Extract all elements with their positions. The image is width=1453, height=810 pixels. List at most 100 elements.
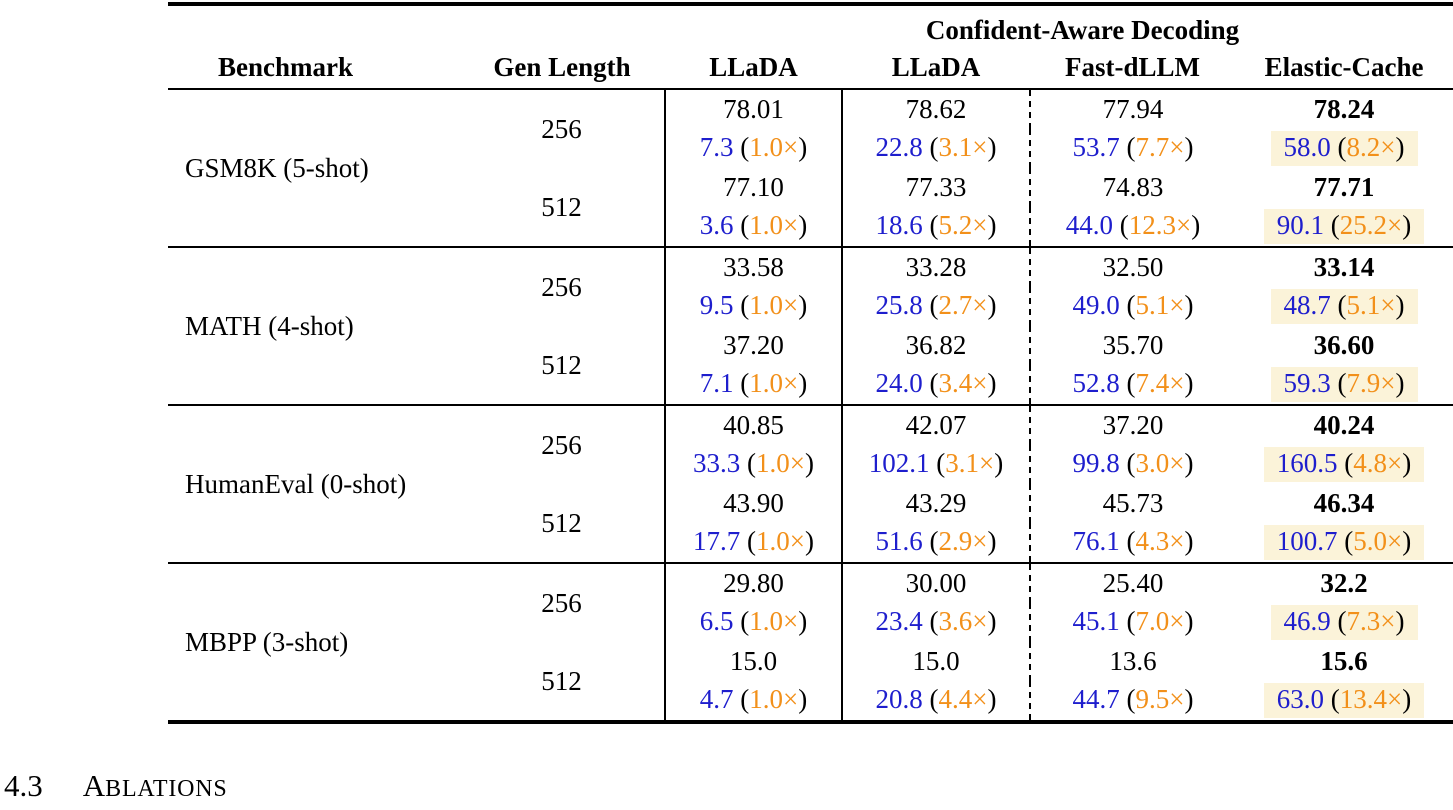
speedup-value: 7.4× <box>1135 368 1185 398</box>
paren-open: ( <box>747 448 757 478</box>
throughput-cell: 59.3 (7.9×) <box>1235 365 1453 405</box>
throughput-row: 9.5 (1.0×) 25.8 (2.7×) 49.0 (5.1×) 48.7 (5.… <box>168 287 1453 326</box>
throughput-value: 24.0 <box>875 368 923 398</box>
score-cell: 30.00 <box>841 562 1031 603</box>
throughput-cell: 22.8 (3.1×) <box>841 129 1031 168</box>
paren-close: ) <box>1402 684 1412 714</box>
throughput-group: 76.1 (4.3×) <box>1073 525 1194 560</box>
throughput-value: 51.6 <box>875 526 923 556</box>
throughput-value: 90.1 <box>1276 210 1325 240</box>
throughput-value: 4.7 <box>699 684 734 714</box>
paren-open: ( <box>929 606 939 636</box>
section-heading: 4.3 ABLATIONS <box>4 768 228 804</box>
score-cell: 37.20 <box>663 326 843 365</box>
score-cell: 40.85 <box>663 404 843 445</box>
throughput-group: 9.5 (1.0×) <box>700 289 807 324</box>
best-score-value: 36.60 <box>1313 330 1375 360</box>
col-header-benchmark: Benchmark <box>168 46 483 90</box>
throughput-cell: 24.0 (3.4×) <box>841 365 1031 405</box>
benchmark-cell: MATH (4-shot) <box>168 246 483 405</box>
best-throughput-highlight: 46.9 (7.3×) <box>1270 605 1418 640</box>
score-value: 25.40 <box>1102 568 1164 598</box>
throughput-value: 63.0 <box>1276 684 1325 714</box>
score-cell: 33.58 <box>663 246 843 287</box>
section-title-initial: A <box>82 768 106 803</box>
paren-open: ( <box>740 210 750 240</box>
throughput-value: 33.3 <box>693 448 741 478</box>
paren-close: ) <box>987 132 997 162</box>
score-value: 42.07 <box>905 410 967 440</box>
throughput-group: 22.8 (3.1×) <box>876 131 997 166</box>
score-cell: 33.14 <box>1235 246 1453 287</box>
throughput-value: 18.6 <box>875 210 923 240</box>
throughput-value: 46.9 <box>1283 606 1331 636</box>
score-row: 512 43.90 43.29 45.73 46.34 <box>168 484 1453 536</box>
paren-close: ) <box>1184 448 1194 478</box>
paren-close: ) <box>1184 132 1194 162</box>
paren-close: ) <box>1402 526 1412 556</box>
throughput-value: 7.1 <box>699 368 734 398</box>
throughput-cell: 51.6 (2.9×) <box>841 523 1031 563</box>
score-cell: 32.2 <box>1235 562 1453 603</box>
paren-open: ( <box>936 448 946 478</box>
col-header-fast-dllm: Fast-dLLM <box>1030 46 1236 90</box>
score-cell: 35.70 <box>1029 326 1236 365</box>
score-cell: 78.62 <box>841 89 1031 129</box>
score-row: HumanEval (0-shot) 256 40.85 42.07 37.20 40.2… <box>168 404 1453 563</box>
best-throughput-highlight: 100.7 (5.0×) <box>1263 525 1425 560</box>
paren-close: ) <box>987 684 997 714</box>
throughput-cell: 17.7 (1.0×) <box>663 523 843 563</box>
throughput-cell: 44.0 (12.3×) <box>1029 207 1236 247</box>
speedup-value: 5.0× <box>1353 526 1403 556</box>
throughput-value: 3.6 <box>699 210 734 240</box>
throughput-value: 23.4 <box>875 606 923 636</box>
speedup-value: 1.0× <box>749 368 799 398</box>
best-throughput-highlight: 48.7 (5.1×) <box>1270 289 1418 324</box>
score-value: 35.70 <box>1102 330 1164 360</box>
throughput-cell: 4.7 (1.0×) <box>663 681 843 722</box>
score-cell: 77.10 <box>663 168 843 207</box>
score-cell: 42.07 <box>841 404 1031 445</box>
paren-close: ) <box>1395 368 1405 398</box>
group-header-confident-aware-decoding: Confident-Aware Decoding <box>925 15 1240 45</box>
throughput-row: 17.7 (1.0×) 51.6 (2.9×) 76.1 (4.3×) 100.7 (… <box>168 523 1453 563</box>
paren-close: ) <box>1395 132 1405 162</box>
throughput-value: 59.3 <box>1283 368 1331 398</box>
paren-close: ) <box>798 684 808 714</box>
throughput-value: 58.0 <box>1283 132 1331 162</box>
paren-close: ) <box>1402 448 1412 478</box>
speedup-value: 4.4× <box>938 684 988 714</box>
col-header-llada: LLaDA <box>665 46 843 90</box>
throughput-group: 44.7 (9.5×) <box>1073 683 1194 718</box>
score-value: 30.00 <box>905 568 967 598</box>
score-value: 33.58 <box>723 252 784 282</box>
score-row: 512 77.10 77.33 74.83 77.71 <box>168 168 1453 220</box>
gen-length-cell: 256 <box>483 562 665 642</box>
speedup-value: 2.7× <box>938 290 988 320</box>
throughput-cell: 46.9 (7.3×) <box>1235 603 1453 642</box>
score-value: 32.50 <box>1102 252 1164 282</box>
paren-open: ( <box>929 290 939 320</box>
speedup-value: 1.0× <box>749 290 799 320</box>
throughput-row: 7.3 (1.0×) 22.8 (3.1×) 53.7 (7.7×) 58.0 (8.… <box>168 129 1453 168</box>
throughput-group: 4.7 (1.0×) <box>700 683 807 718</box>
paren-open: ( <box>1126 526 1136 556</box>
throughput-value: 7.3 <box>699 132 734 162</box>
throughput-group: 33.3 (1.0×) <box>693 447 814 482</box>
throughput-group: 23.4 (3.6×) <box>876 605 997 640</box>
throughput-cell: 58.0 (8.2×) <box>1235 129 1453 168</box>
col-header-gen-length: Gen Length <box>483 46 665 90</box>
speedup-value: 2.9× <box>938 526 988 556</box>
throughput-value: 44.7 <box>1072 684 1120 714</box>
col-header-llada-cad: LLaDA <box>842 46 1031 90</box>
speedup-value: 1.0× <box>749 210 799 240</box>
paren-close: ) <box>1402 210 1412 240</box>
results-table-body: GSM8K (5-shot) 256 78.01 78.62 77.94 78.24 7.3… <box>168 89 1453 722</box>
throughput-group: 99.8 (3.0×) <box>1073 447 1194 482</box>
paren-open: ( <box>1126 684 1136 714</box>
score-value: 40.85 <box>723 410 784 440</box>
paren-close: ) <box>1184 684 1194 714</box>
score-value: 37.20 <box>723 330 784 360</box>
throughput-cell: 102.1 (3.1×) <box>841 445 1031 484</box>
score-row: MBPP (3-shot) 256 29.80 30.00 25.40 32.2 <box>168 562 1453 722</box>
